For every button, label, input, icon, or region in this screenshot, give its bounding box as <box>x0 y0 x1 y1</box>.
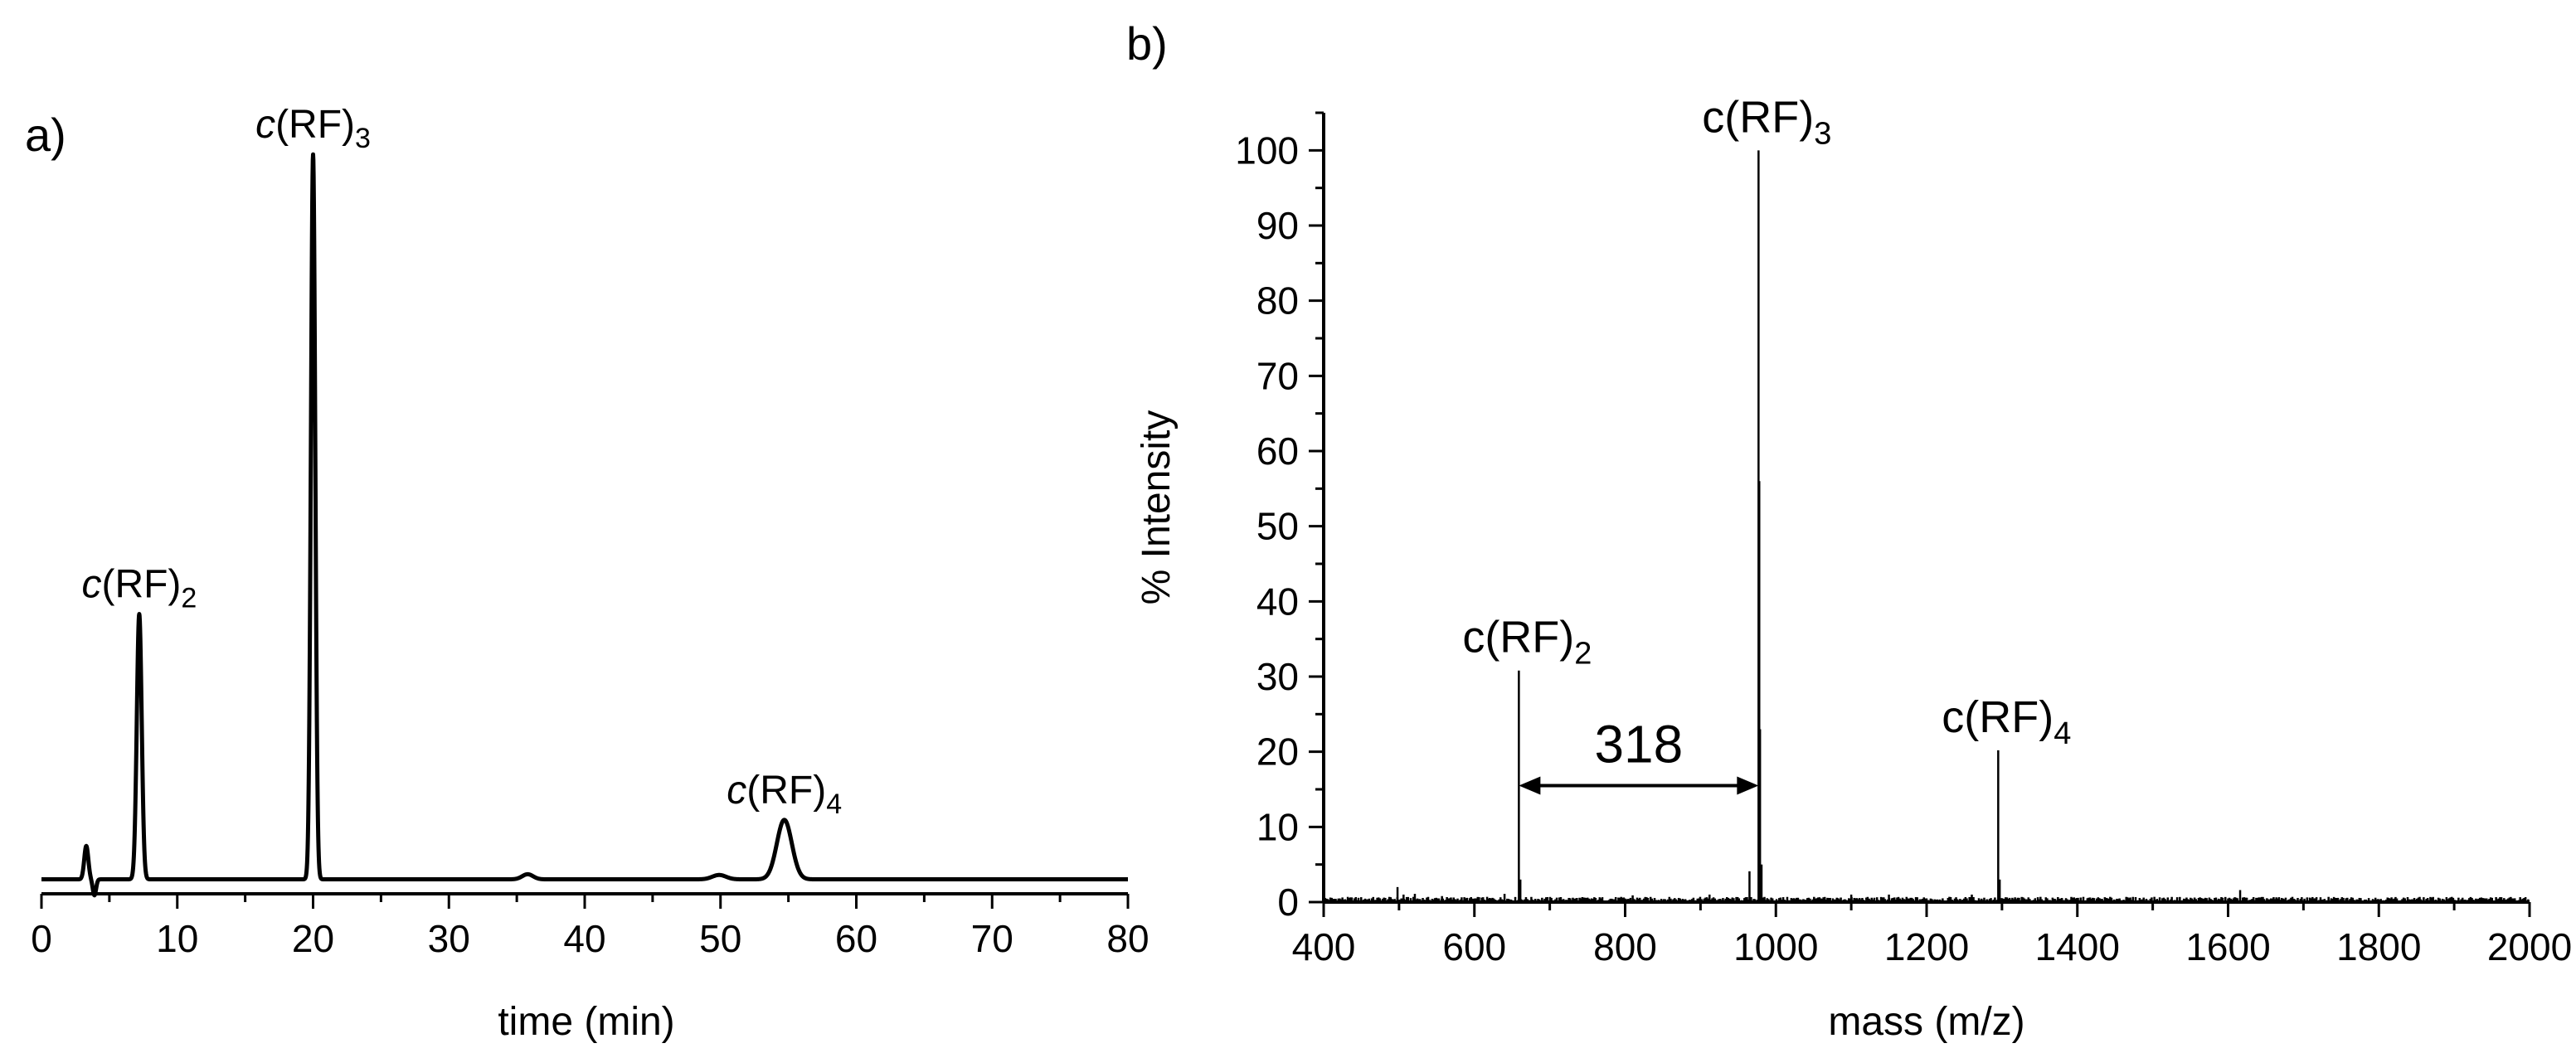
panel-b-label: b) <box>1126 17 1168 70</box>
b-y-tick-label: 90 <box>1256 204 1299 247</box>
b-x-tick-label: 600 <box>1442 925 1506 968</box>
b-y-tick-label: 30 <box>1256 655 1299 698</box>
b-x-tick-label: 1400 <box>2035 925 2120 968</box>
panel-b-mass-spectrum: b) 400 600 800 1000 1200 1400 1600 1800 2000 0 10… <box>1126 17 2572 1044</box>
panel-a-label: a) <box>25 109 66 161</box>
panel-a-chromatogram: a) 0 10 20 30 40 50 60 70 80 time (min) c(RF)2c(… <box>25 103 1149 1044</box>
a-x-tick-label: 40 <box>563 917 605 960</box>
b-y-tick-label: 60 <box>1256 429 1299 473</box>
a-x-tick-label: 50 <box>699 917 741 960</box>
b-peak-label: c(RF)2 <box>1462 613 1592 672</box>
a-x-tick-label: 0 <box>31 917 52 960</box>
b-x-tick-label: 2000 <box>2487 925 2572 968</box>
b-y-axis-title: % Intensity <box>1135 410 1179 605</box>
b-y-tick-label: 100 <box>1235 129 1299 172</box>
b-y-tick-label: 80 <box>1256 279 1299 323</box>
a-x-tick-label: 60 <box>835 917 877 960</box>
a-x-tick-label: 80 <box>1106 917 1149 960</box>
b-x-tick-label: 1600 <box>2185 925 2270 968</box>
b-peak-label: c(RF)4 <box>1942 692 2071 751</box>
b-x-tick-label: 1800 <box>2336 925 2421 968</box>
b-arrow-label: 318 <box>1594 714 1683 774</box>
b-arrow-head-left <box>1519 776 1541 795</box>
a-x-tick-label: 30 <box>428 917 470 960</box>
b-x-tick-label: 400 <box>1292 925 1356 968</box>
a-peak-labels: c(RF)2 c(RF)3 c(RF)4 <box>81 103 842 820</box>
b-y-tick-label: 20 <box>1256 730 1299 774</box>
a-peak-label: c(RF)3 <box>255 103 371 154</box>
b-y-tick-label: 0 <box>1277 881 1299 924</box>
b-y-ticks: 0 10 20 30 40 50 60 70 80 90 100 <box>1235 111 1324 924</box>
b-peak-labels: c(RF)2 c(RF)3 c(RF)4 <box>1462 92 2071 751</box>
chromatogram-trace <box>39 152 1130 898</box>
a-x-tick-label: 20 <box>292 917 334 960</box>
b-y-tick-label: 10 <box>1256 805 1299 848</box>
b-x-ticks: 400 600 800 1000 1200 1400 1600 1800 2000 <box>1292 902 2572 968</box>
a-x-ticks: 0 10 20 30 40 50 60 70 80 <box>31 894 1149 960</box>
a-peak-label: c(RF)4 <box>727 769 842 820</box>
b-x-tick-label: 1000 <box>1733 925 1818 968</box>
a-x-axis-title: time (min) <box>498 1000 674 1044</box>
a-x-tick-label: 10 <box>156 917 198 960</box>
a-peak-label: c(RF)2 <box>81 563 197 614</box>
b-x-axis-title: mass (m/z) <box>1828 1000 2024 1044</box>
a-x-tick-label: 70 <box>971 917 1013 960</box>
b-arrow-head-right <box>1737 776 1759 795</box>
b-difference-arrow: 318 <box>1519 714 1759 795</box>
b-y-tick-label: 70 <box>1256 354 1299 397</box>
b-x-tick-label: 800 <box>1593 925 1657 968</box>
a-trace-layer <box>39 152 1130 898</box>
b-x-tick-label: 1200 <box>1884 925 1969 968</box>
b-y-tick-label: 50 <box>1256 505 1299 548</box>
b-peak-label: c(RF)3 <box>1702 92 1831 151</box>
b-y-tick-label: 40 <box>1256 580 1299 623</box>
